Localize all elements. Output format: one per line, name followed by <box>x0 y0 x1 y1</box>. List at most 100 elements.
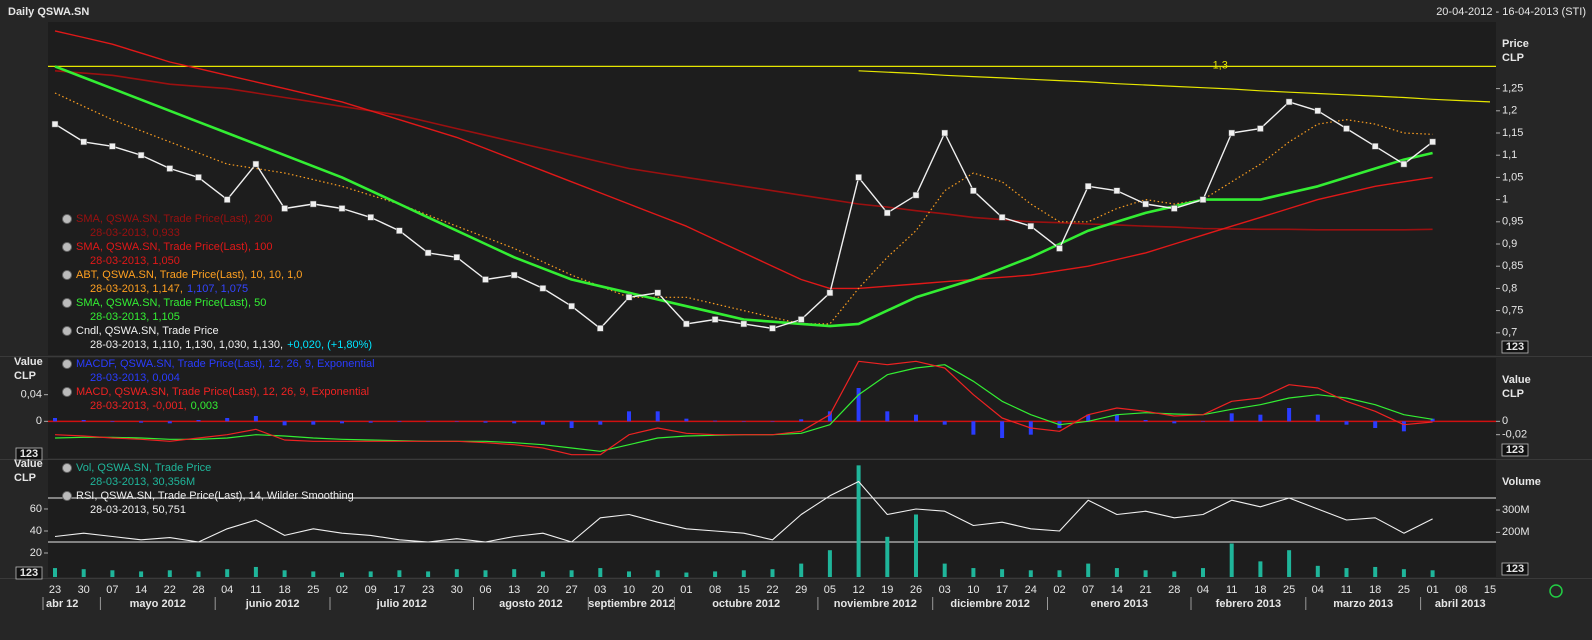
bar <box>569 570 574 577</box>
y-tick-label: 0,8 <box>1502 282 1517 294</box>
x-tick-label: 03 <box>594 584 606 596</box>
y-tick-label: 60 <box>30 503 42 515</box>
legend-segment: 28-03-2013, -0,001, <box>90 400 187 412</box>
bar <box>540 571 545 577</box>
price-marker <box>912 191 920 199</box>
legend-text: 28-03-2013, -0,001, 0,003 <box>90 400 218 412</box>
y-tick-label: 0,9 <box>1502 238 1517 250</box>
x-tick-label: 01 <box>680 584 692 596</box>
bar <box>110 570 115 577</box>
bar <box>282 570 287 577</box>
month-label: junio 2012 <box>245 598 300 610</box>
price-marker <box>1314 107 1322 115</box>
price-marker <box>855 174 862 181</box>
y-tick-label: 1,15 <box>1502 127 1523 139</box>
bar <box>196 571 201 577</box>
bar <box>942 563 947 577</box>
x-tick-label: 22 <box>164 584 176 596</box>
x-tick-label: 20 <box>652 584 664 596</box>
bar <box>253 566 258 577</box>
price-marker <box>252 160 260 168</box>
scale-button-label: 123 <box>20 448 38 460</box>
month-label: febrero 2013 <box>1216 598 1281 610</box>
bar <box>655 411 660 422</box>
price-marker <box>1199 196 1207 203</box>
horizontal-line-label: 1,3 <box>1213 59 1228 71</box>
bar <box>1315 565 1320 577</box>
x-tick-label: 24 <box>1025 584 1037 596</box>
legend-segment: +0,020, (+1,80%) <box>287 339 372 351</box>
bar <box>1201 421 1205 422</box>
x-tick-label: 04 <box>221 584 233 596</box>
price-marker <box>424 249 432 257</box>
legend-segment: 0,003 <box>191 400 219 412</box>
bar <box>368 571 373 577</box>
legend-segment: 28-03-2013, 0,933 <box>90 227 180 239</box>
price-marker <box>281 205 288 212</box>
x-tick-label: 02 <box>336 584 348 596</box>
bar <box>627 571 631 577</box>
price-marker <box>1056 245 1063 252</box>
scale-button-label: 123 <box>1506 341 1524 353</box>
y-tick-label: 1 <box>1502 194 1508 206</box>
bar <box>770 421 775 422</box>
series-line <box>54 30 1433 290</box>
bar <box>426 421 431 422</box>
bar <box>741 570 746 577</box>
price-marker <box>1371 143 1379 150</box>
x-tick-label: 05 <box>824 584 836 596</box>
price-marker <box>970 187 977 194</box>
bar <box>53 568 57 577</box>
price-marker <box>195 174 202 181</box>
bar <box>282 421 287 426</box>
axis-label: Value <box>14 458 43 470</box>
month-label: noviembre 2012 <box>834 598 917 610</box>
price-marker <box>1285 98 1293 106</box>
bar <box>856 465 861 577</box>
x-tick-label: 15 <box>738 584 750 596</box>
x-tick-label: 08 <box>709 584 721 596</box>
bar <box>942 421 947 425</box>
axis-label: Volume <box>1502 476 1541 488</box>
price-marker <box>453 254 461 261</box>
y2-tick-label: 300M <box>1502 504 1530 516</box>
y-tick-label: 1,05 <box>1502 171 1523 183</box>
legend-segment: Vol, QSWA.SN, Trade Price <box>76 462 211 474</box>
legend-text: 28-03-2013, 30,356M <box>90 476 195 488</box>
price-marker <box>396 227 403 234</box>
legend-text: SMA, QSWA.SN, Trade Price(Last), 200 <box>76 213 272 225</box>
bar <box>1172 571 1177 577</box>
bar <box>397 570 402 577</box>
y-tick-label: 20 <box>30 547 42 559</box>
legend-text: 28-03-2013, 50,751 <box>90 504 186 516</box>
series-line <box>54 480 1433 543</box>
y-tick-label: 40 <box>30 525 42 537</box>
bar <box>627 411 631 422</box>
legend-text: RSI, QSWA.SN, Trade Price(Last), 14, Wil… <box>76 490 354 502</box>
price-marker <box>367 214 374 221</box>
axis-label: Value <box>14 356 43 368</box>
scale-button <box>1501 443 1529 457</box>
bar <box>827 550 832 577</box>
price-marker <box>1171 205 1178 212</box>
scale-button-label: 123 <box>1506 563 1524 575</box>
month-label: abr 12 <box>46 598 78 610</box>
x-tick-label: 28 <box>1168 584 1180 596</box>
x-tick-label: 08 <box>1455 584 1467 596</box>
price-marker <box>1257 125 1264 132</box>
scale-button <box>15 447 43 461</box>
price-marker <box>51 120 59 128</box>
legend-segment: 28-03-2013, 0,004 <box>90 372 180 384</box>
bar <box>225 418 230 422</box>
x-tick-label: 25 <box>307 584 319 596</box>
legend-segment: RSI, QSWA.SN, Trade Price(Last), 14, Wil… <box>76 490 354 502</box>
bar <box>1401 569 1406 577</box>
price-marker <box>797 316 805 323</box>
price-marker <box>109 143 116 150</box>
price-marker <box>740 320 748 328</box>
legend-segment: ABT, QSWA.SN, Trade Price(Last), 10, 10,… <box>76 269 302 281</box>
bar <box>1000 421 1005 438</box>
axis-label: Value <box>1502 374 1531 386</box>
bar <box>885 536 890 577</box>
